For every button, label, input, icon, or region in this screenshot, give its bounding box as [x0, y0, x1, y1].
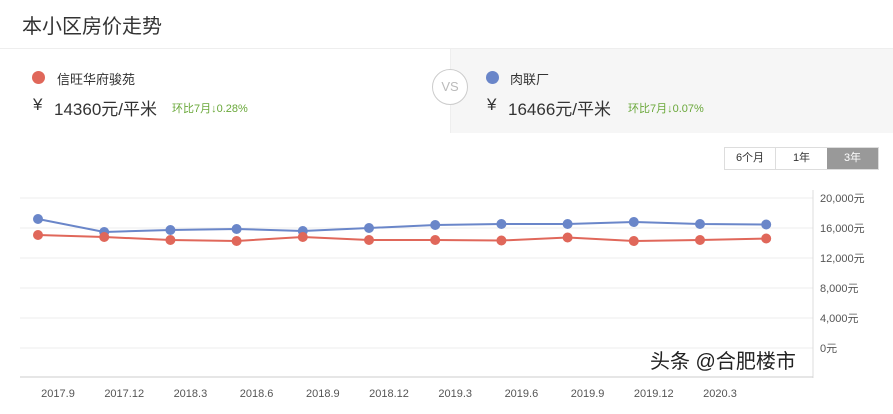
y-tick-label: 0元 [820, 343, 837, 355]
right-change: 环比7月↓0.07% [628, 103, 704, 115]
y-tick-label: 8,000元 [820, 283, 859, 295]
data-point [430, 235, 441, 245]
right-legend-dot-icon [486, 71, 499, 84]
x-tick-label: 2018.3 [174, 388, 208, 400]
range-selector: 6个月 1年 3年 [724, 147, 879, 170]
data-point [364, 235, 374, 245]
range-6-months-button[interactable]: 6个月 [725, 148, 776, 169]
data-point [695, 235, 705, 245]
x-tick-label: 2019.12 [634, 388, 674, 400]
data-point [628, 235, 639, 246]
left-currency: ¥ [33, 95, 43, 114]
data-point [562, 219, 573, 230]
x-tick-label: 2018.6 [240, 388, 274, 400]
compare-panel: 信旺华府骏苑 ¥ 14360元/平米 环比7月↓0.28% VS 肉联厂 ¥ 1… [0, 48, 893, 133]
left-legend-dot-icon [32, 71, 45, 84]
y-tick-label: 16,000元 [820, 223, 865, 235]
data-point [165, 235, 176, 245]
data-point [628, 217, 639, 227]
data-point [562, 232, 573, 243]
y-tick-label: 4,000元 [820, 313, 859, 325]
x-tick-label: 2017.9 [41, 388, 75, 400]
data-point [99, 232, 110, 242]
data-point [33, 214, 43, 224]
data-point [496, 219, 507, 230]
data-point [231, 235, 242, 246]
data-point [33, 229, 43, 240]
right-name: 肉联厂 [510, 72, 550, 87]
left-change: 环比7月↓0.28% [172, 103, 248, 115]
x-tick-label: 2019.6 [505, 388, 539, 400]
y-tick-label: 12,000元 [820, 253, 865, 265]
data-point [364, 223, 374, 233]
x-tick-label: 2017.12 [104, 388, 144, 400]
data-point [297, 232, 308, 242]
page-title: 本小区房价走势 [22, 16, 162, 38]
series-line [37, 218, 767, 233]
data-point [761, 219, 772, 230]
data-point [761, 233, 772, 244]
x-tick-label: 2018.12 [369, 388, 409, 400]
x-tick-label: 2020.3 [703, 388, 737, 400]
left-price: 14360元/平米 [54, 100, 157, 119]
data-point [231, 223, 242, 234]
left-community: 信旺华府骏苑 ¥ 14360元/平米 环比7月↓0.28% [0, 49, 450, 133]
series-line [37, 233, 767, 242]
data-point [430, 220, 441, 230]
x-tick-label: 2019.3 [438, 388, 472, 400]
right-currency: ¥ [487, 95, 497, 114]
x-tick-label: 2019.9 [571, 388, 605, 400]
watermark: 头条 @合肥楼市 [650, 351, 796, 373]
data-point [165, 225, 176, 236]
data-point [695, 219, 705, 230]
range-3-years-button[interactable]: 3年 [827, 148, 878, 169]
right-community: 肉联厂 ¥ 16466元/平米 环比7月↓0.07% [450, 49, 893, 133]
range-1-year-button[interactable]: 1年 [792, 152, 811, 164]
x-tick-label: 2018.9 [306, 388, 340, 400]
vs-badge: VS [432, 69, 468, 105]
data-point [496, 235, 507, 246]
y-tick-label: 20,000元 [820, 193, 865, 205]
left-name: 信旺华府骏苑 [57, 72, 136, 87]
right-price: 16466元/平米 [508, 100, 611, 119]
